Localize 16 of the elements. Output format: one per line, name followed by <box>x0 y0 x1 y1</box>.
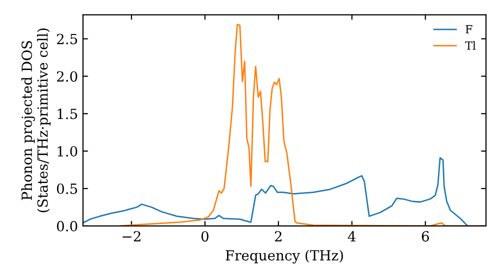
y-tick-label: 0.5 <box>56 183 78 194</box>
y-tick-label: 2.0 <box>56 71 78 82</box>
x-axis-title: Frequency (THz) <box>226 250 343 264</box>
y-tick-label: 0.0 <box>56 220 78 232</box>
x-tick-label: 0 <box>201 231 208 242</box>
x-tick-label: 4 <box>348 231 356 242</box>
y-tick-label: 2.5 <box>56 34 78 44</box>
y-tick-label: 1.5 <box>58 108 78 120</box>
line-series <box>83 157 468 226</box>
y-tick-label: 1.0 <box>58 146 78 157</box>
legend-label: Tl <box>465 41 476 50</box>
x-tick-label: 2 <box>274 231 282 242</box>
x-tick-label: 6 <box>422 231 429 242</box>
legend-label: F <box>466 25 472 34</box>
x-tick-label: −2 <box>122 231 140 242</box>
y-axis-title: Phonon projected DOS (States/THz·primitive cell) <box>21 28 50 212</box>
